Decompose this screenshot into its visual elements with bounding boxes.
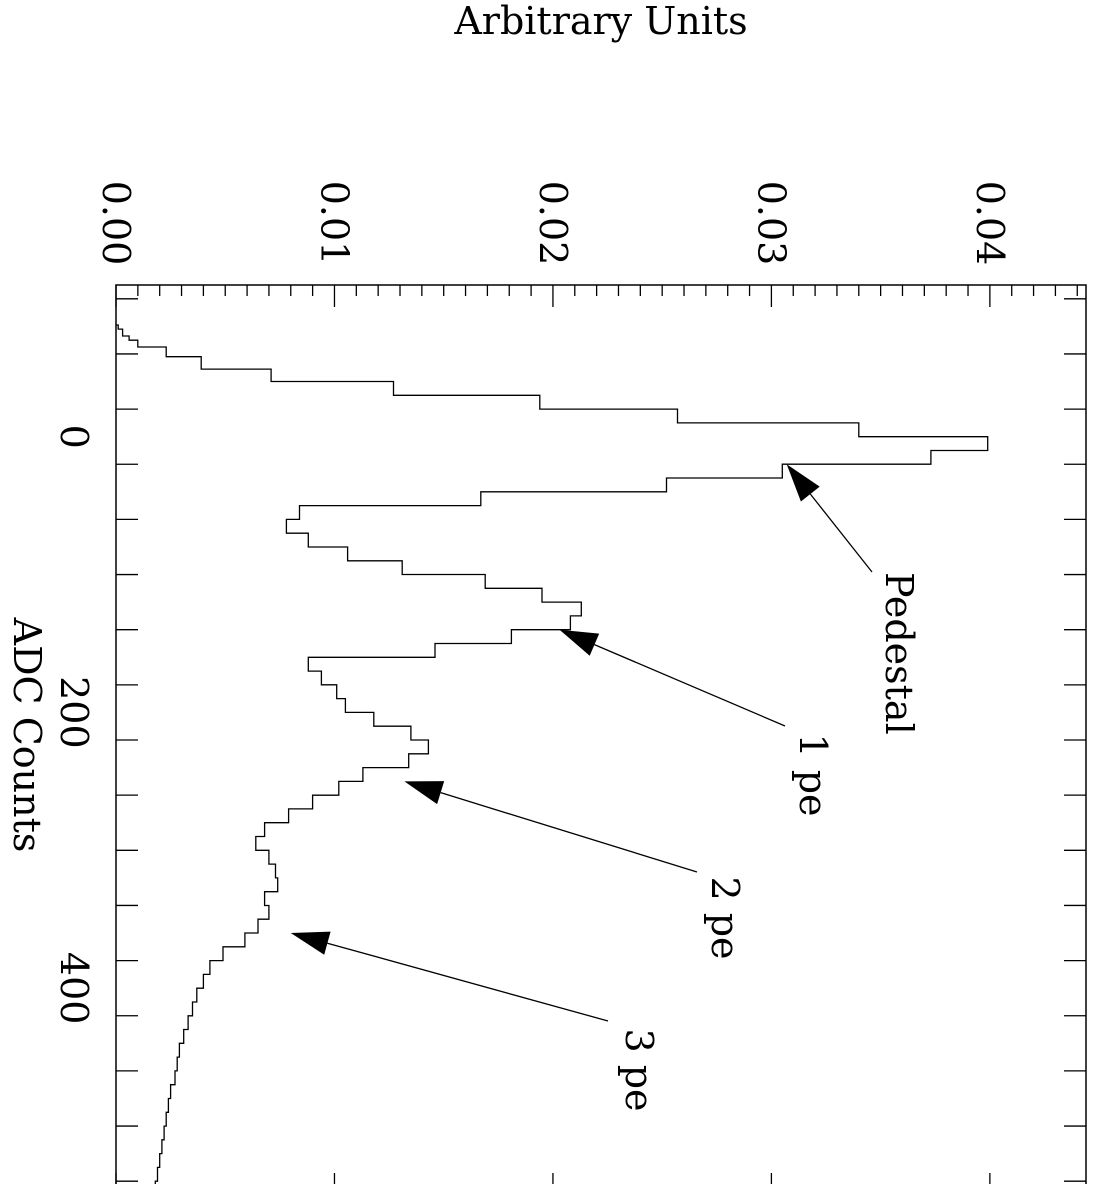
annotations: Pedestal 1 pe 2 pe 3 pe <box>290 464 921 1112</box>
annotation-label: 2 pe <box>703 876 747 959</box>
annotation-label: Pedestal <box>877 572 921 735</box>
annotation-label: 1 pe <box>791 733 835 816</box>
y-tick-label: 0.02 <box>531 181 575 266</box>
x-tick-label: 0 <box>52 425 96 449</box>
plot-frame <box>115 284 1087 1184</box>
annotation-arrowhead <box>786 464 820 502</box>
tick-marks <box>115 285 1086 1184</box>
annotation-arrowhead <box>290 931 331 955</box>
annotation-arrow-line <box>809 493 873 573</box>
y-tick-label: 0.01 <box>313 181 357 266</box>
y-tick-label: 0.00 <box>94 181 138 266</box>
x-tick-label: 400 <box>52 952 96 1025</box>
x-axis-title: ADC Counts <box>5 617 49 853</box>
y-tick-label: 0.03 <box>749 181 793 266</box>
y-tick-labels: 0.00 0.01 0.02 0.03 0.04 <box>94 181 1012 266</box>
y-axis-title: Arbitrary Units <box>453 0 747 43</box>
histogram-line <box>116 324 989 1184</box>
x-tick-label: 200 <box>52 676 96 749</box>
annotation-arrow-line <box>594 644 786 727</box>
annotation-arrowhead <box>559 629 600 656</box>
x-tick-labels: 0 200 400 <box>52 425 96 1025</box>
annotation-arrow-line <box>327 942 609 1022</box>
y-tick-label: 0.04 <box>968 181 1012 266</box>
annotation-arrow-line <box>440 791 698 873</box>
annotation-label: 3 pe <box>617 1028 661 1111</box>
annotation-arrowhead <box>404 781 445 805</box>
